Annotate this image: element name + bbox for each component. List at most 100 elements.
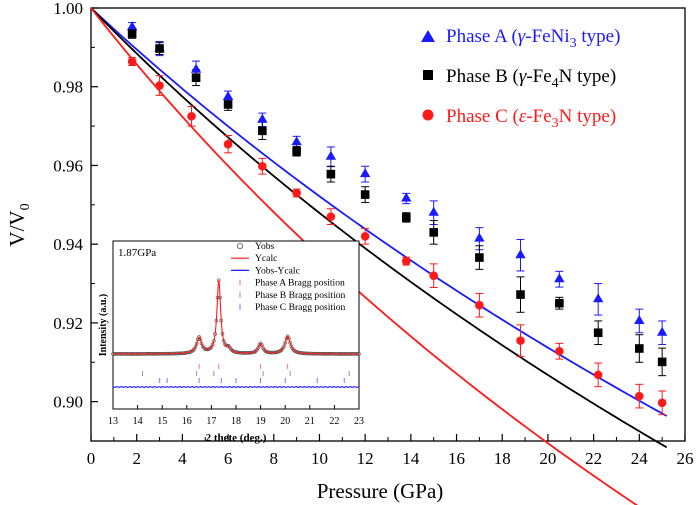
inset-x-tick-label: 18 [231, 416, 241, 427]
point-phase-a-feni3-type [291, 136, 302, 146]
point-phase-c-fe3n-type [127, 57, 137, 66]
x-tick-label: 8 [270, 449, 279, 468]
point-phase-a-feni3-type [515, 249, 526, 259]
inset-x-tick-label: 20 [280, 416, 290, 427]
point-phase-a-feni3-type [401, 192, 412, 202]
inset-x-tick-label: 21 [305, 416, 315, 427]
legend-label-phase-a: Phase A (γ-FeNi3 type) [446, 26, 620, 51]
inset-x-tick-label: 15 [157, 416, 167, 427]
inset-legend-label: Phase B Bragg position [255, 290, 346, 301]
inset-x-axis-ticks: 13 14 15 16 17 18 19 20 21 22 23 [108, 405, 364, 427]
inset-x-tick-label: 13 [108, 416, 118, 427]
inset-traces [111, 278, 361, 389]
point-phase-c-fe3n-type [516, 336, 525, 345]
legend-item-phase-a: Phase A (γ-FeNi3 type) [421, 26, 620, 51]
point-phase-b-fe4n-type [258, 126, 267, 136]
fit-curve-phase-b-fe4n-type [90, 7, 668, 449]
point-phase-c-fe3n-type [429, 271, 438, 280]
inset-legend-label: Phase C Bragg position [255, 302, 346, 313]
y-axis-label: V/V0 [5, 203, 33, 246]
legend-label-phase-c: Phase C (ε-Fe3N type) [446, 106, 616, 131]
legend-marker-triangle [421, 30, 435, 42]
inset-legend-label: Phase A Bragg position [255, 278, 345, 289]
y-tick-label: 0.96 [53, 156, 83, 175]
inset-x-tick-label: 16 [182, 416, 192, 427]
x-tick-label: 6 [224, 449, 233, 468]
point-phase-c-fe3n-type [326, 212, 336, 221]
point-phase-a-feni3-type [428, 206, 439, 216]
inset-x-tick-label: 19 [256, 416, 266, 427]
legend: Phase A (γ-FeNi3 type) Phase B (γ-Fe4N t… [421, 26, 620, 131]
fit-curves [90, 7, 668, 505]
inset-legend-label: Yobs-Ycalc [255, 265, 300, 276]
point-phase-b-fe4n-type [292, 146, 301, 156]
point-phase-a-feni3-type [257, 113, 268, 123]
x-tick-label: 12 [357, 449, 374, 468]
y-axis-ticks: 0.90 0.92 0.94 0.96 0.98 1.00 [53, 0, 98, 412]
point-phase-a-feni3-type [126, 21, 138, 31]
point-phase-b-fe4n-type [555, 298, 564, 308]
x-tick-label: 26 [677, 449, 694, 468]
point-phase-c-fe3n-type [475, 300, 484, 310]
y-axis-label-sub: 0 [18, 203, 33, 210]
point-phase-a-feni3-type [190, 63, 202, 73]
inset-frame [112, 240, 360, 410]
x-axis-label: Pressure (GPa) [317, 479, 444, 503]
y-tick-label: 1.00 [53, 0, 83, 18]
point-phase-c-fe3n-type [593, 370, 603, 380]
inset-x-tick-label: 23 [354, 416, 364, 427]
y-tick-label: 0.98 [53, 78, 83, 97]
inset-legend-symbol [236, 242, 243, 249]
y-tick-label: 0.92 [53, 314, 83, 333]
y-tick-label: 0.94 [53, 235, 83, 254]
point-phase-c-fe3n-type [187, 111, 196, 121]
fit-curve-phase-c-fe3n-type [90, 7, 639, 505]
point-phase-b-fe4n-type [326, 169, 336, 179]
point-phase-a-feni3-type [474, 232, 485, 242]
point-phase-a-feni3-type [656, 326, 668, 336]
x-tick-label: 10 [311, 449, 328, 468]
inset-yobs-point [193, 345, 198, 349]
inset-difference-line [112, 385, 360, 389]
x-tick-label: 0 [87, 449, 96, 468]
inset-pressure-label: 1.87GPa [118, 247, 156, 259]
x-tick-label: 14 [402, 449, 420, 468]
point-phase-a-feni3-type [359, 168, 371, 178]
inset-x-tick-label: 14 [133, 416, 143, 427]
point-phase-a-feni3-type [634, 314, 645, 324]
legend-item-phase-b: Phase B (γ-Fe4N type) [423, 66, 616, 91]
point-phase-b-fe4n-type [635, 344, 644, 353]
x-tick-label: 2 [132, 449, 141, 468]
point-phase-b-fe4n-type [191, 73, 201, 82]
data-markers [126, 21, 668, 408]
point-phase-b-fe4n-type [516, 290, 525, 299]
inset-legend-label: Yobs [255, 241, 275, 252]
legend-marker-square [423, 70, 433, 80]
x-tick-label: 22 [585, 449, 602, 468]
point-phase-c-fe3n-type [657, 398, 667, 408]
x-tick-label: 16 [448, 449, 465, 468]
point-phase-b-fe4n-type [155, 44, 164, 53]
inset-x-axis-label: 2 thete (deg.) [206, 432, 267, 444]
point-phase-c-fe3n-type [635, 391, 644, 401]
point-phase-c-fe3n-type [360, 232, 370, 241]
point-phase-b-fe4n-type [127, 29, 137, 38]
x-tick-label: 24 [631, 449, 649, 468]
point-phase-a-feni3-type [554, 273, 565, 283]
legend-marker-circle [422, 109, 434, 121]
point-phase-b-fe4n-type [475, 253, 484, 262]
point-phase-b-fe4n-type [401, 213, 411, 222]
x-tick-label: 18 [494, 449, 511, 468]
point-phase-c-fe3n-type [401, 256, 411, 266]
point-phase-c-fe3n-type [555, 346, 564, 356]
fit-curve-phase-a-feni3-type [90, 7, 668, 417]
legend-label-phase-b: Phase B (γ-Fe4N type) [446, 66, 616, 91]
point-phase-a-feni3-type [222, 90, 234, 100]
x-axis-ticks: 0 2 4 6 8 10 12 14 16 18 20 22 24 26 [87, 434, 694, 468]
point-phase-c-fe3n-type [223, 139, 233, 149]
point-phase-a-feni3-type [325, 150, 337, 160]
x-tick-label: 20 [539, 449, 556, 468]
point-phase-b-fe4n-type [429, 228, 438, 237]
